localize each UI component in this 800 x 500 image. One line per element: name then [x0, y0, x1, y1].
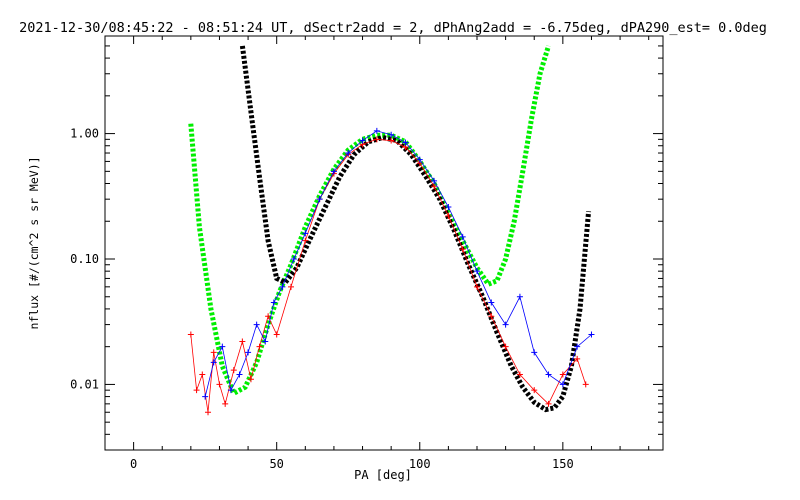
y-tick-label: 1.00 — [70, 127, 99, 141]
data-point — [516, 293, 523, 300]
data-point — [262, 338, 269, 345]
data-point — [205, 409, 212, 416]
data-point — [202, 393, 209, 400]
data-point — [316, 196, 323, 203]
data-point — [302, 230, 309, 237]
data-point — [270, 299, 277, 306]
data-point — [502, 321, 509, 328]
data-point — [288, 283, 294, 290]
data-point — [388, 131, 395, 138]
data-point — [445, 213, 452, 220]
x-axis-label: PA [deg] — [354, 468, 412, 482]
data-point — [388, 137, 395, 144]
data-point — [474, 268, 480, 275]
data-point — [559, 371, 566, 378]
data-point — [265, 313, 272, 320]
data-point — [219, 343, 226, 350]
data-point — [330, 168, 337, 175]
data-point — [216, 381, 223, 388]
series-line-green — [188, 45, 551, 397]
data-point — [230, 367, 237, 374]
chart-title: 2021-12-30/08:45:22 - 08:51:24 UT, dSect… — [19, 20, 767, 36]
series-green — [188, 45, 551, 397]
data-point — [210, 349, 217, 356]
data-point — [559, 381, 566, 388]
data-point — [431, 183, 438, 190]
data-point — [516, 371, 523, 378]
data-point — [531, 387, 538, 394]
data-point — [236, 371, 243, 378]
data-point — [416, 156, 423, 163]
data-point — [187, 331, 194, 338]
y-tick-label: 0.10 — [70, 252, 99, 266]
series-black — [239, 45, 592, 413]
data-point — [359, 137, 366, 144]
data-point — [193, 387, 200, 394]
data-point — [373, 127, 380, 134]
x-axis: 0 50 100 150 — [130, 36, 650, 471]
y-axis-label: nflux [#/(cm^2 s sr MeV)] — [27, 156, 41, 329]
series-line-red — [190, 138, 587, 413]
series-blue — [202, 127, 595, 400]
data-point — [502, 343, 509, 350]
data-point — [582, 381, 589, 388]
data-point — [445, 203, 452, 210]
data-point — [459, 246, 466, 253]
data-point — [531, 349, 538, 356]
x-tick-label: 150 — [552, 457, 574, 471]
data-point — [459, 233, 466, 240]
data-point — [488, 299, 495, 306]
data-point — [545, 371, 552, 378]
data-point — [239, 338, 246, 345]
data-point — [574, 355, 581, 362]
data-point — [488, 313, 495, 320]
data-point — [588, 331, 595, 338]
data-point — [474, 283, 480, 290]
x-tick-label: 0 — [130, 457, 137, 471]
data-point — [245, 349, 252, 356]
x-tick-label: 50 — [269, 457, 283, 471]
data-point — [302, 237, 309, 244]
series-red — [187, 136, 589, 416]
data-point — [545, 400, 552, 407]
data-point — [290, 256, 297, 263]
data-point — [253, 321, 260, 328]
data-point — [247, 376, 254, 383]
data-point — [279, 283, 286, 290]
data-point — [222, 400, 229, 407]
data-point — [373, 136, 380, 143]
y-axis: 0.01 0.10 1.00 — [70, 35, 663, 451]
y-tick-label: 0.01 — [70, 377, 99, 391]
data-point — [345, 150, 352, 157]
data-point — [256, 343, 263, 350]
x-tick-label: 100 — [409, 457, 431, 471]
data-point — [210, 359, 217, 366]
series-line-black — [239, 45, 592, 413]
data-point — [402, 139, 409, 146]
data-point — [574, 343, 581, 350]
series-line-blue — [204, 130, 592, 397]
plot-area — [187, 45, 595, 416]
data-point — [273, 331, 280, 338]
data-point — [431, 177, 438, 184]
data-point — [199, 371, 206, 378]
data-point — [227, 387, 234, 394]
plot-frame — [104, 35, 664, 451]
